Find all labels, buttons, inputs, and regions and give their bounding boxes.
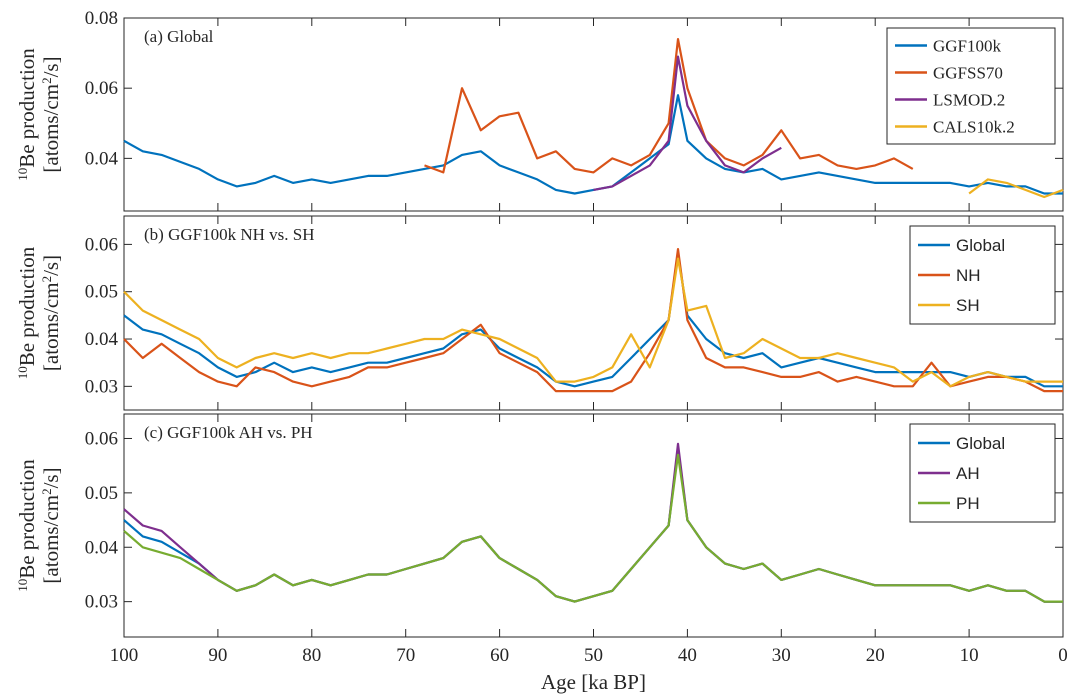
legend-label: CALS10k.2: [933, 118, 1015, 137]
x-axis-label: Age [ka BP]: [541, 670, 646, 694]
y-tick-label: 0.03: [85, 592, 118, 613]
y-tick-label: 0.04: [85, 148, 119, 169]
series-line: [123, 248, 1063, 393]
series-line: [968, 178, 1064, 199]
y-label-text: [atoms/cm: [39, 282, 63, 371]
x-tick-label: 100: [110, 645, 139, 666]
annotation: (c) GGF100k AH vs. PH: [144, 423, 313, 442]
legend-box: [886, 27, 1056, 145]
y-axis-label: [atoms/cm2/s]: [39, 467, 64, 583]
x-tick-label: 70: [396, 645, 415, 666]
y-label-text: /s]: [39, 255, 63, 276]
y-label-sup: 10: [15, 366, 30, 379]
x-tick-label: 20: [866, 645, 885, 666]
legend-label: Global: [956, 434, 1005, 453]
legend-label: GGF100k: [933, 37, 1002, 56]
y-axis-label: [atoms/cm2/s]: [39, 255, 64, 371]
y-tick-label: 0.06: [85, 428, 118, 449]
x-tick-label: 30: [772, 645, 791, 666]
y-tick-label: 0.06: [85, 78, 118, 99]
series-line: [424, 38, 914, 174]
x-tick-label: 50: [584, 645, 603, 666]
y-tick-label: 0.03: [85, 376, 118, 397]
y-label-sup: 2: [39, 77, 54, 84]
series-line: [123, 453, 1063, 603]
legend-label: Global: [956, 236, 1005, 255]
y-label-sup: 2: [39, 488, 54, 495]
y-axis-label: 10Be production: [15, 459, 40, 592]
y-tick-label: 0.06: [85, 234, 118, 255]
y-axis-label: 10Be production: [15, 246, 40, 379]
y-label-text: /s]: [39, 467, 63, 488]
legend-label: SH: [956, 296, 980, 315]
x-tick-label: 40: [678, 645, 697, 666]
annotation: (b) GGF100k NH vs. SH: [144, 225, 314, 244]
legend-label: AH: [956, 464, 980, 483]
y-label-sup: 2: [39, 276, 54, 283]
legend-label: NH: [956, 266, 981, 285]
y-axis-label: 10Be production: [15, 48, 40, 181]
y-label-text: /s]: [39, 56, 63, 77]
series-line: [123, 257, 1063, 388]
series-line: [123, 252, 1063, 388]
y-tick-label: 0.08: [85, 8, 118, 29]
annotation: (a) Global: [144, 27, 214, 46]
legend-label: LSMOD.2: [933, 91, 1005, 110]
y-label-text: Be production: [15, 246, 39, 366]
x-tick-label: 80: [302, 645, 321, 666]
y-tick-label: 0.04: [85, 537, 119, 558]
x-tick-label: 0: [1058, 645, 1068, 666]
y-label-text: Be production: [15, 459, 39, 579]
legend-label: GGFSS70: [933, 64, 1003, 83]
y-label-sup: 10: [15, 168, 30, 181]
x-tick-label: 90: [208, 645, 227, 666]
y-label-text: [atoms/cm: [39, 84, 63, 173]
x-tick-label: 60: [490, 645, 509, 666]
y-tick-label: 0.05: [85, 282, 118, 303]
y-axis-label: [atoms/cm2/s]: [39, 56, 64, 172]
series-line: [593, 55, 782, 191]
y-tick-label: 0.04: [85, 329, 119, 350]
y-label-sup: 10: [15, 579, 30, 592]
y-label-text: [atoms/cm: [39, 495, 63, 584]
legend-label: PH: [956, 494, 980, 513]
y-tick-label: 0.05: [85, 483, 118, 504]
x-tick-label: 10: [960, 645, 979, 666]
plot-area: [123, 413, 1064, 638]
y-label-text: Be production: [15, 48, 39, 168]
